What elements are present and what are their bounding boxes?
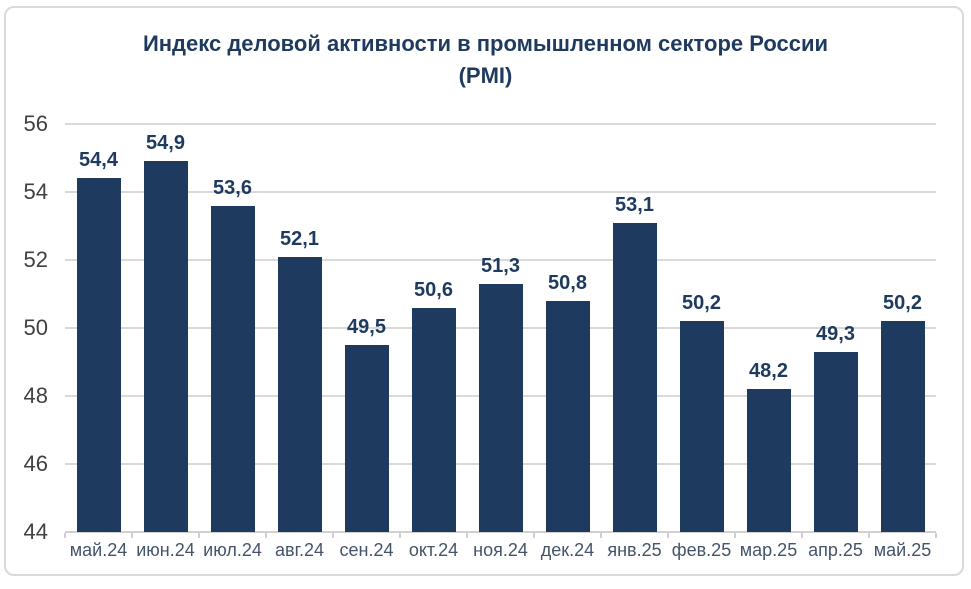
bar [344,345,389,532]
y-axis-tick-label: 44 [23,519,48,544]
bar-value-label: 50,8 [548,271,587,294]
bar [813,351,858,532]
x-axis-tick-label: июн.24 [136,540,195,560]
gridline [65,259,936,261]
bar [210,205,255,532]
x-axis-tick-label: янв.25 [607,540,662,560]
x-axis-tick [198,533,200,538]
bar [277,256,322,532]
x-axis-tick [64,533,66,538]
x-axis-tick-label: апр.25 [808,540,863,560]
chart-title: Индекс деловой активности в промышленном… [0,28,971,92]
x-axis-tick [935,533,937,538]
bar-value-label: 50,2 [682,292,721,315]
x-axis-tick-label: фев.25 [671,540,732,560]
x-axis-tick [801,533,803,538]
bar-value-label: 53,1 [615,193,654,216]
x-axis-tick-label: ноя.24 [473,540,528,560]
bar-value-label: 54,4 [79,149,118,172]
x-axis-tick-label: май.25 [873,540,932,560]
bar [76,178,121,532]
x-axis-tick-label: авг.24 [275,540,324,560]
x-axis-line [65,531,936,533]
x-axis-tick [667,533,669,538]
y-axis-tick-label: 54 [23,179,48,204]
bar [143,161,188,532]
x-axis-tick [466,533,468,538]
bar-value-label: 48,2 [749,360,788,383]
x-axis-tick [600,533,602,538]
bar [612,222,657,532]
bar-value-label: 49,3 [816,322,855,345]
bar [545,300,590,532]
y-axis-tick-label: 52 [23,247,48,272]
x-axis-tick-label: июл.24 [203,540,262,560]
bar [478,283,523,532]
bar-value-label: 49,5 [347,316,386,338]
bar [746,389,791,532]
x-axis-tick [868,533,870,538]
x-axis-tick-label: окт.24 [408,540,459,560]
x-axis-tick [533,533,535,538]
x-axis-tick [734,533,736,538]
bar-value-label: 50,2 [883,292,922,315]
x-axis-tick-label: май.24 [69,540,128,560]
y-axis-tick-label: 48 [23,383,48,408]
x-axis-tick [399,533,401,538]
y-axis-tick-label: 50 [23,315,48,340]
x-axis-tick-label: мар.25 [739,540,798,560]
gridline [65,191,936,193]
chart-title-line1: Индекс деловой активности в промышленном… [142,31,829,56]
x-axis-tick-label: дек.24 [540,540,595,560]
bar-value-label: 52,1 [280,227,319,250]
y-axis-tick-label: 56 [23,111,48,136]
y-axis-tick-label: 46 [23,451,48,476]
bar [880,321,925,532]
bar-value-label: 50,6 [414,278,453,301]
bar [679,321,724,532]
bar-value-label: 53,6 [213,176,252,199]
bar-value-label: 51,3 [481,254,520,277]
x-axis-tick [265,533,267,538]
bar [411,307,456,532]
bar-value-label: 54,9 [146,132,185,155]
gridline [65,123,936,125]
x-axis-tick-label: сен.24 [339,540,394,560]
chart-title-line2: (PMI) [458,63,513,88]
x-axis-tick [332,533,334,538]
x-axis-tick [131,533,133,538]
